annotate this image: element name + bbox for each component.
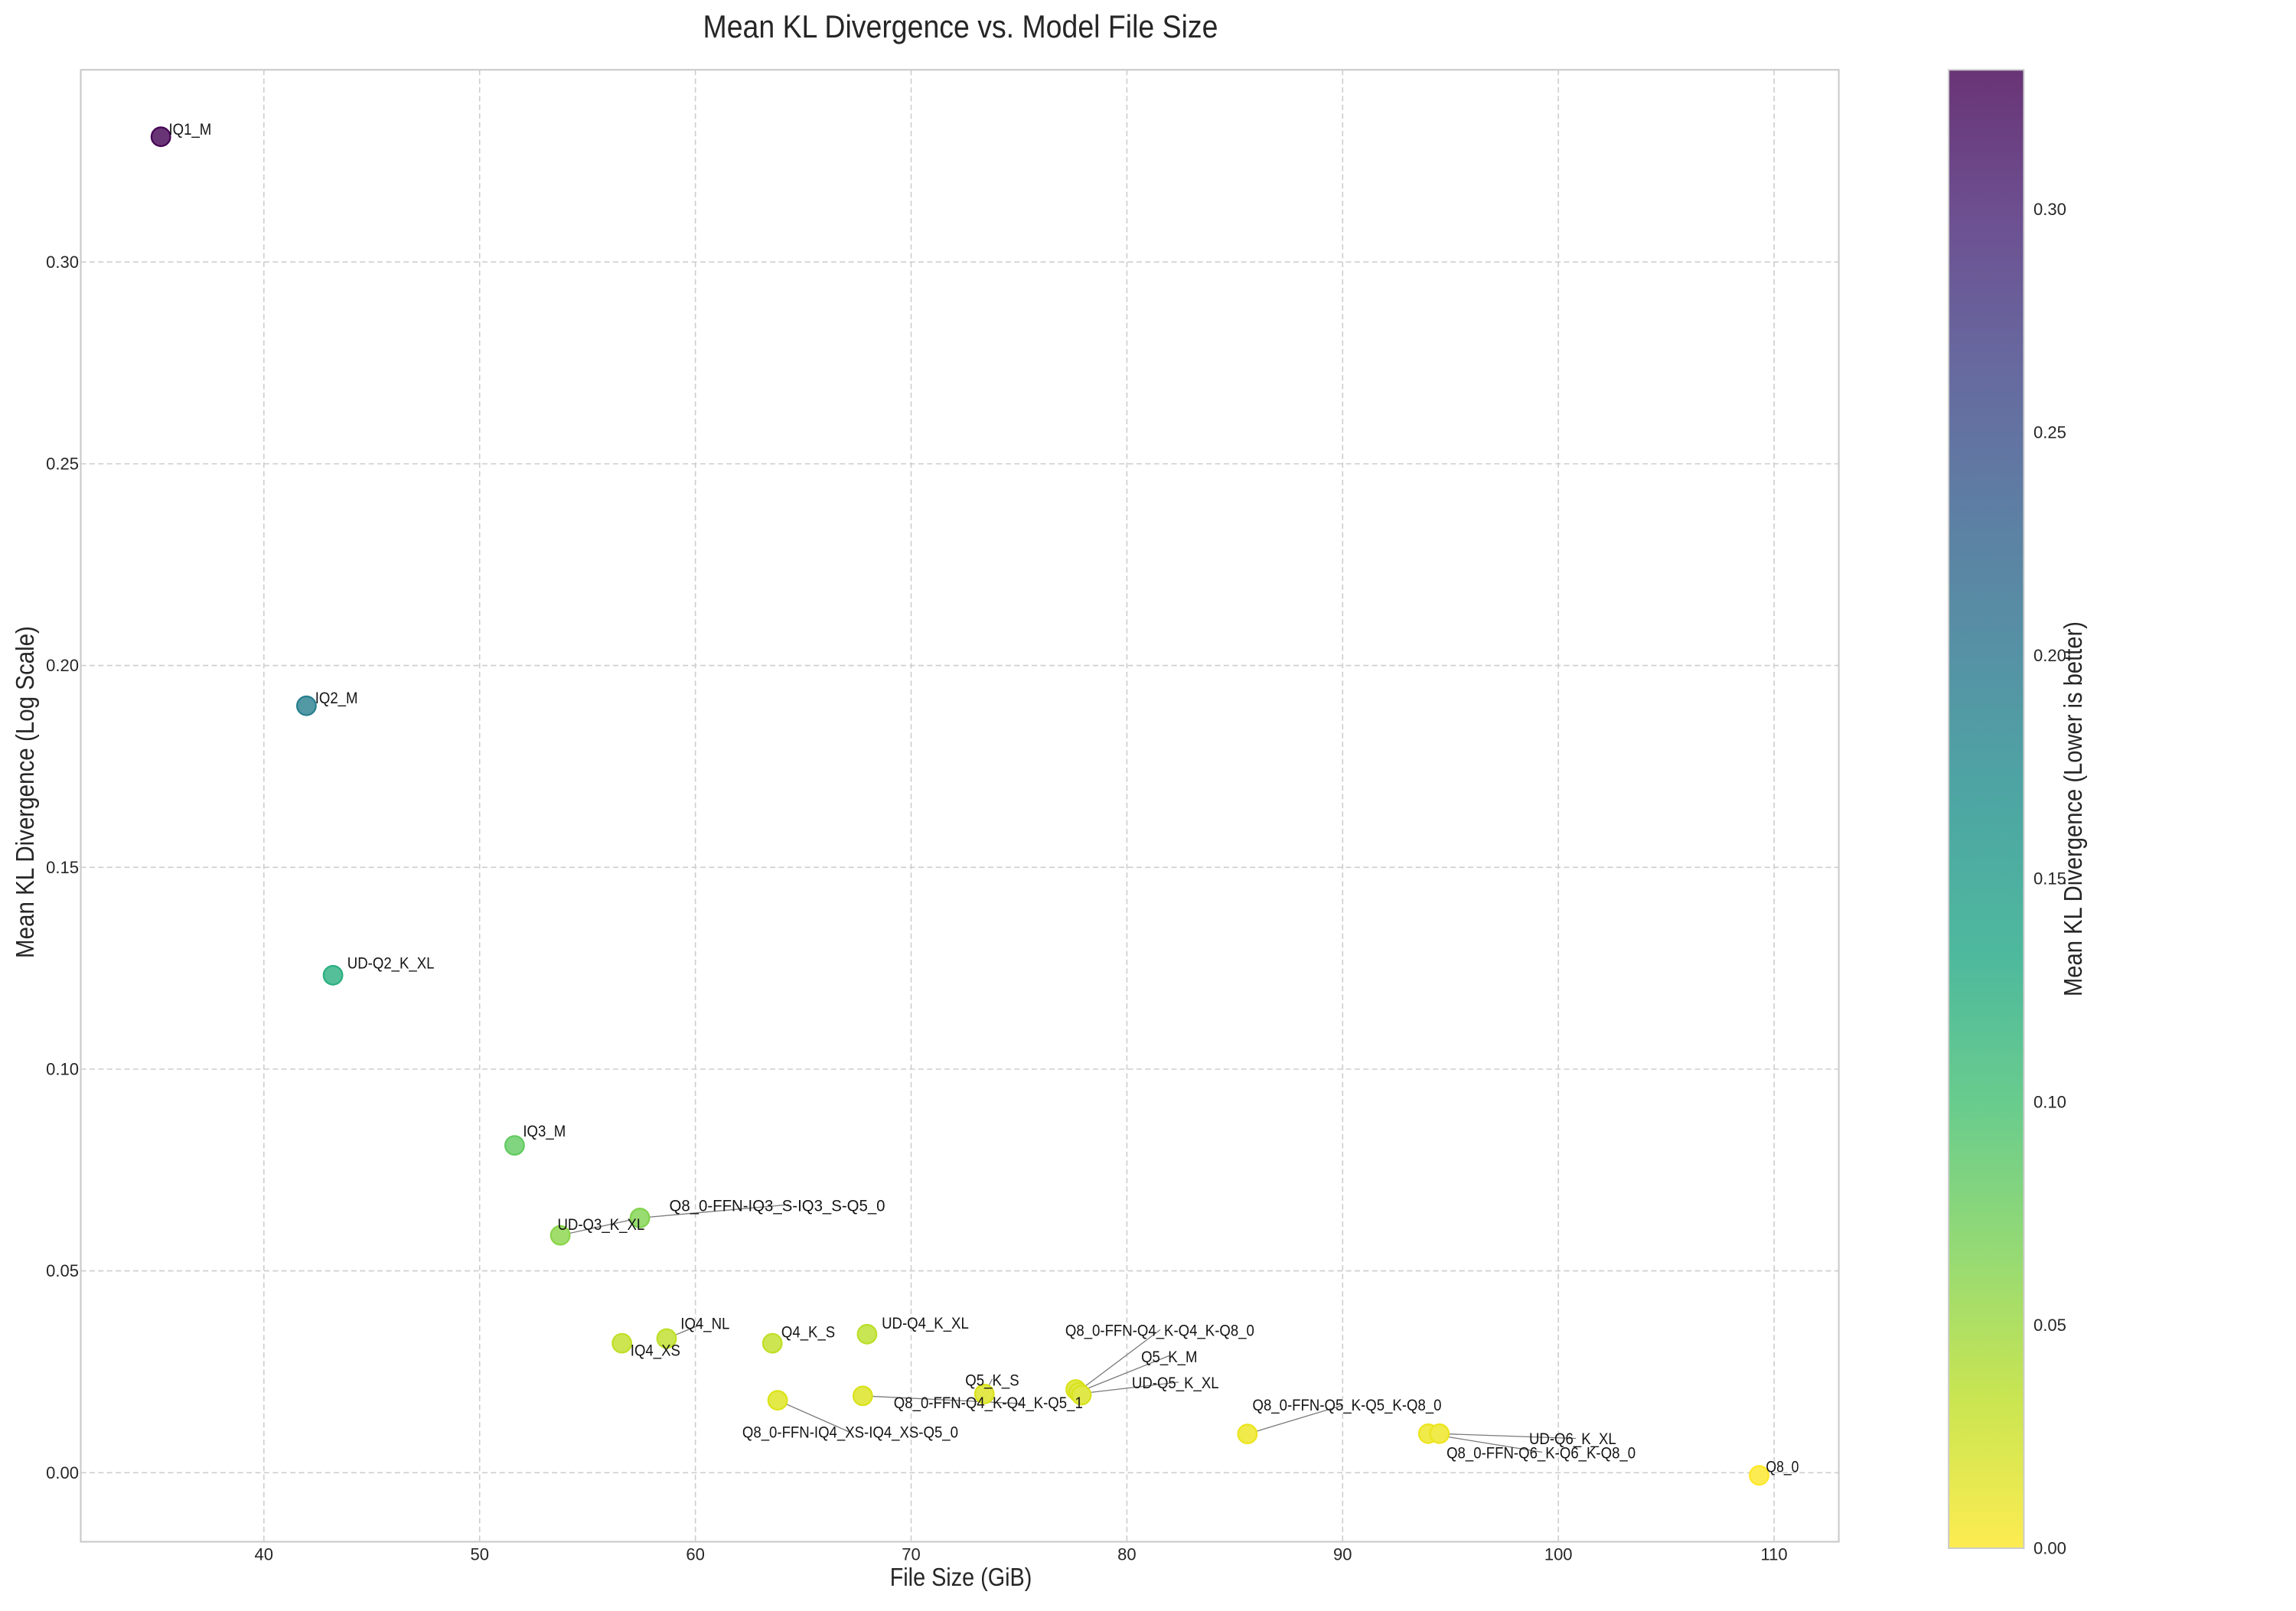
svg-text:0.10: 0.10: [46, 1060, 79, 1079]
svg-text:60: 60: [686, 1545, 704, 1564]
svg-text:90: 90: [1333, 1545, 1352, 1564]
svg-text:0.25: 0.25: [46, 455, 79, 474]
svg-text:Q8_0-FFN-Q4_K-Q4_K-Q5_1: Q8_0-FFN-Q4_K-Q4_K-Q5_1: [894, 1394, 1083, 1412]
svg-text:Q8_0-FFN-Q4_K-Q4_K-Q8_0: Q8_0-FFN-Q4_K-Q4_K-Q8_0: [1065, 1322, 1254, 1340]
svg-text:0.00: 0.00: [2033, 1539, 2066, 1558]
svg-text:0.15: 0.15: [46, 858, 79, 877]
svg-text:Mean KL Divergence (Lower is b: Mean KL Divergence (Lower is better): [2059, 621, 2087, 996]
svg-text:UD-Q5_K_XL: UD-Q5_K_XL: [1132, 1375, 1219, 1392]
svg-text:Mean KL Divergence vs. Model F: Mean KL Divergence vs. Model File Size: [703, 8, 1218, 44]
svg-text:Q8_0-FFN-IQ4_XS-IQ4_XS-Q5_0: Q8_0-FFN-IQ4_XS-IQ4_XS-Q5_0: [742, 1423, 958, 1441]
svg-text:0.05: 0.05: [46, 1261, 79, 1280]
svg-text:Q5_K_M: Q5_K_M: [1141, 1348, 1197, 1366]
svg-text:Mean KL Divergence (Log Scale): Mean KL Divergence (Log Scale): [11, 626, 39, 958]
svg-text:0.00: 0.00: [46, 1463, 79, 1482]
svg-text:0.25: 0.25: [2033, 423, 2066, 442]
svg-text:40: 40: [255, 1545, 273, 1564]
svg-text:80: 80: [1117, 1545, 1136, 1564]
svg-text:Q8_0: Q8_0: [1766, 1459, 1799, 1476]
svg-text:UD-Q6_K_XL: UD-Q6_K_XL: [1529, 1430, 1616, 1448]
svg-text:70: 70: [902, 1545, 920, 1564]
svg-text:0.20: 0.20: [2033, 646, 2066, 665]
svg-text:File Size (GiB): File Size (GiB): [890, 1563, 1032, 1591]
svg-text:0.30: 0.30: [2033, 200, 2066, 219]
svg-text:100: 100: [1544, 1545, 1573, 1564]
svg-text:IQ1_M: IQ1_M: [169, 121, 212, 139]
svg-text:Q8_0-FFN-IQ3_S-IQ3_S-Q5_0: Q8_0-FFN-IQ3_S-IQ3_S-Q5_0: [670, 1198, 885, 1215]
svg-text:IQ4_XS: IQ4_XS: [631, 1342, 680, 1360]
svg-text:IQ3_M: IQ3_M: [523, 1123, 566, 1140]
svg-text:UD-Q4_K_XL: UD-Q4_K_XL: [882, 1315, 969, 1332]
svg-text:Q8_0-FFN-Q5_K-Q5_K-Q8_0: Q8_0-FFN-Q5_K-Q5_K-Q8_0: [1253, 1397, 1442, 1414]
svg-text:0.05: 0.05: [2033, 1316, 2066, 1335]
svg-text:110: 110: [1761, 1545, 1788, 1564]
svg-text:IQ4_NL: IQ4_NL: [680, 1316, 729, 1333]
svg-text:UD-Q2_K_XL: UD-Q2_K_XL: [347, 955, 435, 973]
svg-text:UD-Q3_K_XL: UD-Q3_K_XL: [558, 1216, 645, 1234]
svg-text:Q5_K_S: Q5_K_S: [965, 1372, 1019, 1390]
svg-text:0.15: 0.15: [2033, 869, 2066, 889]
svg-text:Q4_K_S: Q4_K_S: [781, 1324, 835, 1342]
svg-text:0.10: 0.10: [2033, 1092, 2066, 1111]
svg-text:50: 50: [470, 1545, 488, 1564]
svg-text:0.20: 0.20: [46, 656, 79, 675]
svg-text:Q8_0-FFN-Q6_K-Q6_K-Q8_0: Q8_0-FFN-Q6_K-Q6_K-Q8_0: [1446, 1445, 1636, 1463]
svg-text:0.30: 0.30: [46, 253, 79, 272]
svg-text:IQ2_M: IQ2_M: [315, 690, 358, 707]
